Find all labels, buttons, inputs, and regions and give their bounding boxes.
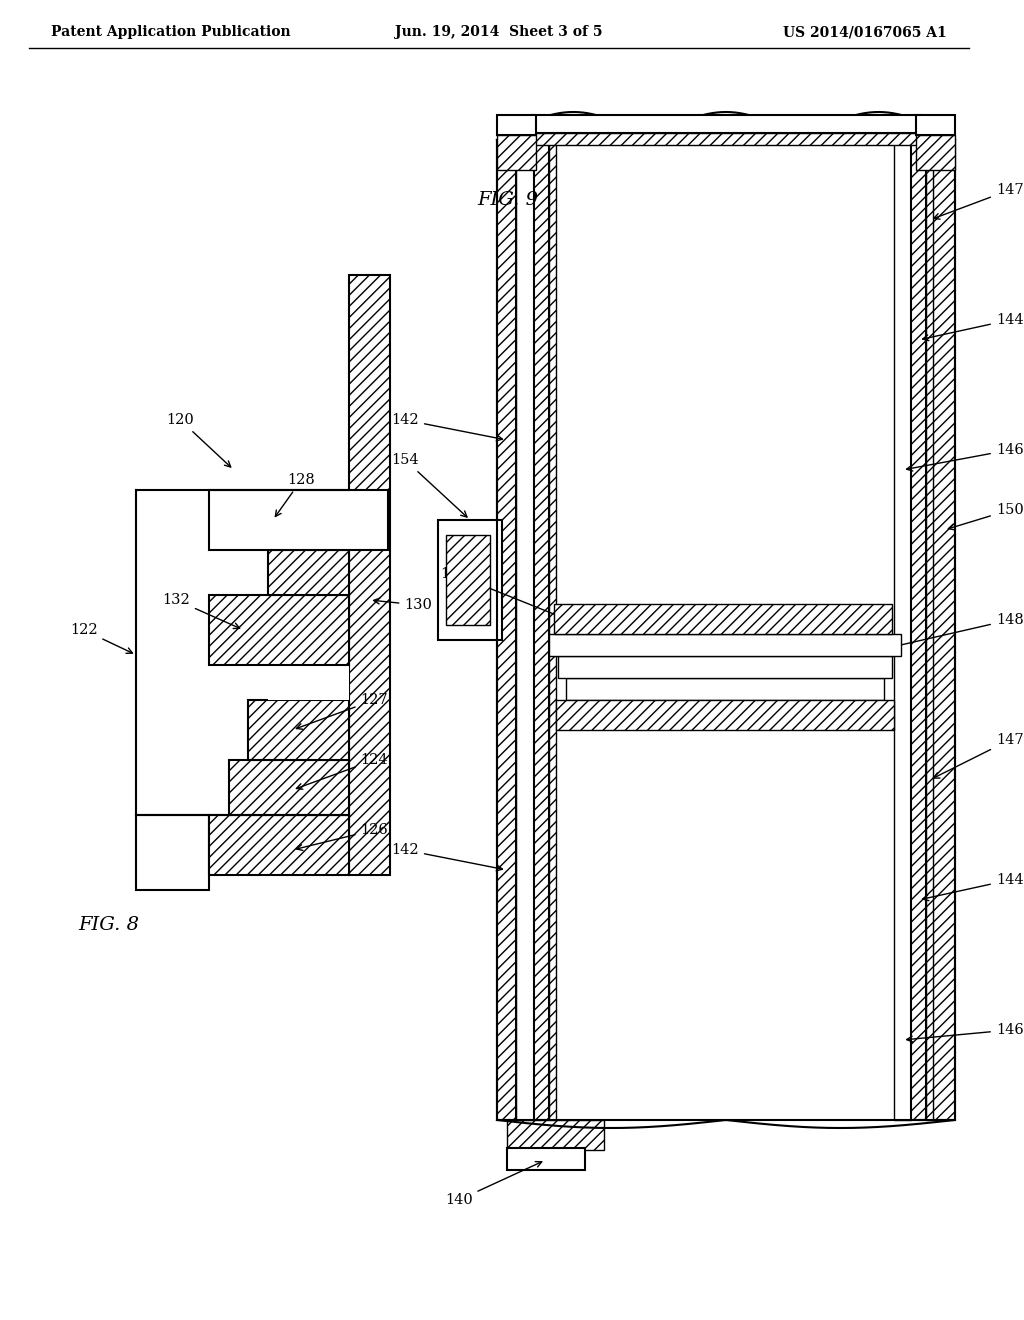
Text: 127: 127 — [296, 693, 388, 729]
Bar — [531, 133, 921, 145]
Bar — [926, 140, 934, 1119]
Bar — [136, 814, 210, 890]
Text: 120: 120 — [166, 413, 230, 467]
Bar — [549, 634, 901, 656]
Bar — [249, 700, 349, 760]
Text: 140: 140 — [444, 1162, 542, 1206]
Bar — [911, 140, 926, 1119]
Bar — [497, 135, 536, 170]
Bar — [438, 520, 502, 640]
Bar — [558, 656, 892, 678]
Text: 142: 142 — [391, 843, 503, 871]
Text: US 2014/0167065 A1: US 2014/0167065 A1 — [783, 25, 947, 40]
Bar — [556, 140, 906, 1119]
Text: 147: 147 — [934, 733, 1023, 777]
Bar — [534, 140, 549, 1119]
Bar — [516, 140, 534, 1119]
Bar — [507, 1148, 585, 1170]
Bar — [268, 550, 349, 595]
Text: 128: 128 — [275, 473, 315, 516]
Text: 146: 146 — [906, 444, 1024, 471]
Bar — [894, 140, 911, 1119]
Text: 126: 126 — [297, 822, 388, 850]
Bar — [210, 814, 349, 875]
Text: 150: 150 — [948, 503, 1024, 529]
Text: 146: 146 — [906, 1023, 1024, 1041]
Text: 132: 132 — [440, 568, 562, 618]
Text: 122: 122 — [70, 623, 132, 653]
Bar — [446, 535, 490, 624]
Bar — [210, 595, 349, 665]
Text: FIG. 8: FIG. 8 — [78, 916, 139, 935]
Text: 154: 154 — [391, 453, 467, 517]
Bar — [531, 115, 921, 133]
Bar — [549, 140, 556, 1119]
Text: 144: 144 — [923, 313, 1023, 341]
Text: 147: 147 — [934, 183, 1023, 219]
Bar — [566, 678, 884, 700]
Bar — [210, 490, 388, 550]
Text: 148: 148 — [600, 612, 1024, 715]
Text: 124: 124 — [296, 752, 388, 789]
Bar — [554, 605, 892, 634]
Text: FIG. 9: FIG. 9 — [477, 191, 539, 209]
Text: 132: 132 — [162, 593, 240, 628]
Bar — [556, 700, 894, 730]
Bar — [349, 275, 390, 875]
Bar — [229, 760, 349, 814]
Text: Jun. 19, 2014  Sheet 3 of 5: Jun. 19, 2014 Sheet 3 of 5 — [395, 25, 603, 40]
Bar — [507, 1119, 604, 1150]
Bar — [268, 665, 349, 700]
Text: 142: 142 — [391, 413, 503, 441]
Bar — [497, 115, 536, 135]
Bar — [497, 140, 955, 1119]
Text: 144: 144 — [923, 873, 1023, 900]
Bar — [915, 115, 955, 135]
Bar — [497, 140, 516, 1119]
Bar — [934, 140, 955, 1119]
Text: 130: 130 — [374, 598, 432, 612]
Text: Patent Application Publication: Patent Application Publication — [50, 25, 290, 40]
Bar — [915, 135, 955, 170]
